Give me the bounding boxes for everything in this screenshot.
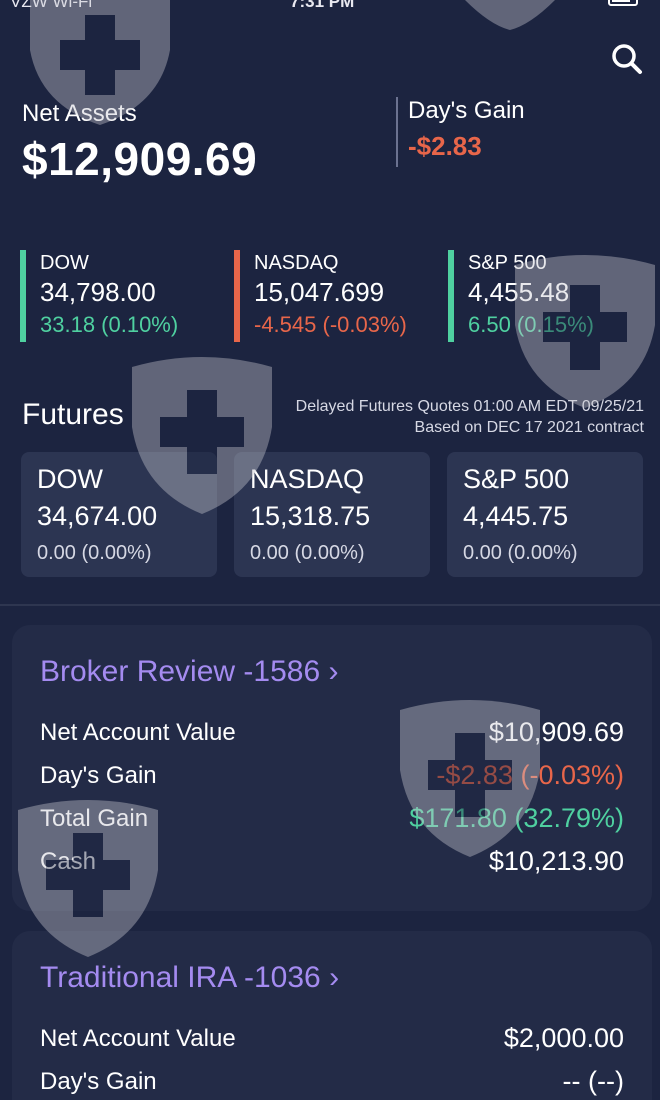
row-value: -- (--) bbox=[562, 1066, 624, 1096]
futures-note-line2: Based on DEC 17 2021 contract bbox=[414, 419, 644, 436]
account-row: Day's Gain -$2.83 (-0.03%) bbox=[40, 754, 624, 797]
index-change: 33.18 (0.10%) bbox=[40, 312, 179, 337]
row-value: $171.80 (32.79%) bbox=[409, 803, 624, 833]
account-row: Day's Gain -- (--) bbox=[40, 1060, 624, 1100]
account-row: Cash $10,213.90 bbox=[40, 840, 624, 883]
row-label: Cash bbox=[40, 847, 97, 875]
days-gain-summary: Day's Gain -$2.83 bbox=[396, 97, 525, 167]
net-assets-label: Net Assets bbox=[22, 100, 137, 127]
account-card-broker[interactable]: Broker Review -1586 › Net Account Value … bbox=[12, 625, 652, 911]
row-value: $2,000.00 bbox=[503, 1023, 624, 1053]
futures-change: 0.00 (0.00%) bbox=[37, 542, 152, 564]
account-row: Total Gain $171.80 (32.79%) bbox=[40, 797, 624, 840]
futures-price: 4,445.75 bbox=[463, 501, 569, 531]
net-assets-value: $12,909.69 bbox=[22, 133, 258, 185]
index-price: 34,798.00 bbox=[40, 277, 156, 307]
futures-price: 34,674.00 bbox=[37, 501, 158, 531]
account-title: Broker Review -1586 bbox=[40, 655, 321, 688]
account-title-link[interactable]: Traditional IRA -1036 › bbox=[40, 961, 624, 995]
row-value: $10,213.90 bbox=[488, 846, 624, 876]
futures-note: Delayed Futures Quotes 01:00 AM EDT 09/2… bbox=[296, 396, 644, 438]
futures-note-line1: Delayed Futures Quotes 01:00 AM EDT 09/2… bbox=[295, 398, 644, 415]
net-assets: Net Assets $12,909.69 bbox=[22, 100, 257, 186]
index-name: NASDAQ bbox=[254, 252, 339, 274]
index-change: 6.50 (0.15%) bbox=[468, 312, 594, 337]
index-price: 4,455.48 bbox=[468, 277, 570, 307]
days-gain-label: Day's Gain bbox=[408, 97, 525, 124]
index-name: S&P 500 bbox=[468, 252, 547, 274]
futures-card-sp500[interactable]: S&P 500 4,445.75 0.00 (0.00%) bbox=[447, 452, 643, 577]
status-time: 7:31 PM bbox=[290, 0, 355, 11]
account-title: Traditional IRA -1036 bbox=[40, 961, 321, 994]
chevron-right-icon: › bbox=[329, 961, 340, 994]
row-value: -$2.83 (-0.03%) bbox=[436, 760, 624, 790]
futures-name: S&P 500 bbox=[463, 464, 570, 494]
futures-change: 0.00 (0.00%) bbox=[463, 542, 578, 564]
account-card-ira[interactable]: Traditional IRA -1036 › Net Account Valu… bbox=[12, 931, 652, 1100]
futures-price: 15,318.75 bbox=[250, 501, 371, 531]
row-label: Day's Gain bbox=[40, 761, 157, 789]
index-price: 15,047.699 bbox=[254, 277, 385, 307]
futures-card-dow[interactable]: DOW 34,674.00 0.00 (0.00%) bbox=[21, 452, 217, 577]
futures-name: NASDAQ bbox=[250, 464, 365, 494]
days-gain-value: -$2.83 bbox=[408, 131, 482, 161]
search-icon bbox=[612, 44, 642, 74]
index-nasdaq[interactable]: NASDAQ 15,047.699 -4.545 (-0.03%) bbox=[234, 250, 407, 342]
futures-title: Futures bbox=[22, 398, 124, 431]
battery-icon bbox=[608, 0, 638, 6]
account-title-link[interactable]: Broker Review -1586 › bbox=[40, 655, 624, 689]
row-label: Total Gain bbox=[40, 804, 149, 832]
row-value: $10,909.69 bbox=[488, 717, 624, 747]
row-label: Net Account Value bbox=[40, 1024, 236, 1052]
index-dow[interactable]: DOW 34,798.00 33.18 (0.10%) bbox=[20, 250, 178, 342]
row-label: Net Account Value bbox=[40, 718, 236, 746]
row-label: Day's Gain bbox=[40, 1067, 157, 1095]
index-name: DOW bbox=[40, 252, 89, 274]
chevron-right-icon: › bbox=[328, 655, 339, 688]
section-divider bbox=[0, 604, 660, 606]
index-sp500[interactable]: S&P 500 4,455.48 6.50 (0.15%) bbox=[448, 250, 594, 342]
carrier-label: VZW Wi-Fi bbox=[10, 0, 93, 11]
market-indices: DOW 34,798.00 33.18 (0.10%) NASDAQ 15,04… bbox=[20, 250, 650, 345]
futures-card-nasdaq[interactable]: NASDAQ 15,318.75 0.00 (0.00%) bbox=[234, 452, 430, 577]
account-row: Net Account Value $10,909.69 bbox=[40, 711, 624, 754]
account-row: Net Account Value $2,000.00 bbox=[40, 1017, 624, 1060]
index-change: -4.545 (-0.03%) bbox=[254, 312, 407, 337]
status-bar: VZW Wi-Fi 7:31 PM bbox=[0, 0, 660, 16]
search-button[interactable] bbox=[610, 42, 644, 76]
futures-name: DOW bbox=[37, 464, 103, 494]
futures-change: 0.00 (0.00%) bbox=[250, 542, 365, 564]
